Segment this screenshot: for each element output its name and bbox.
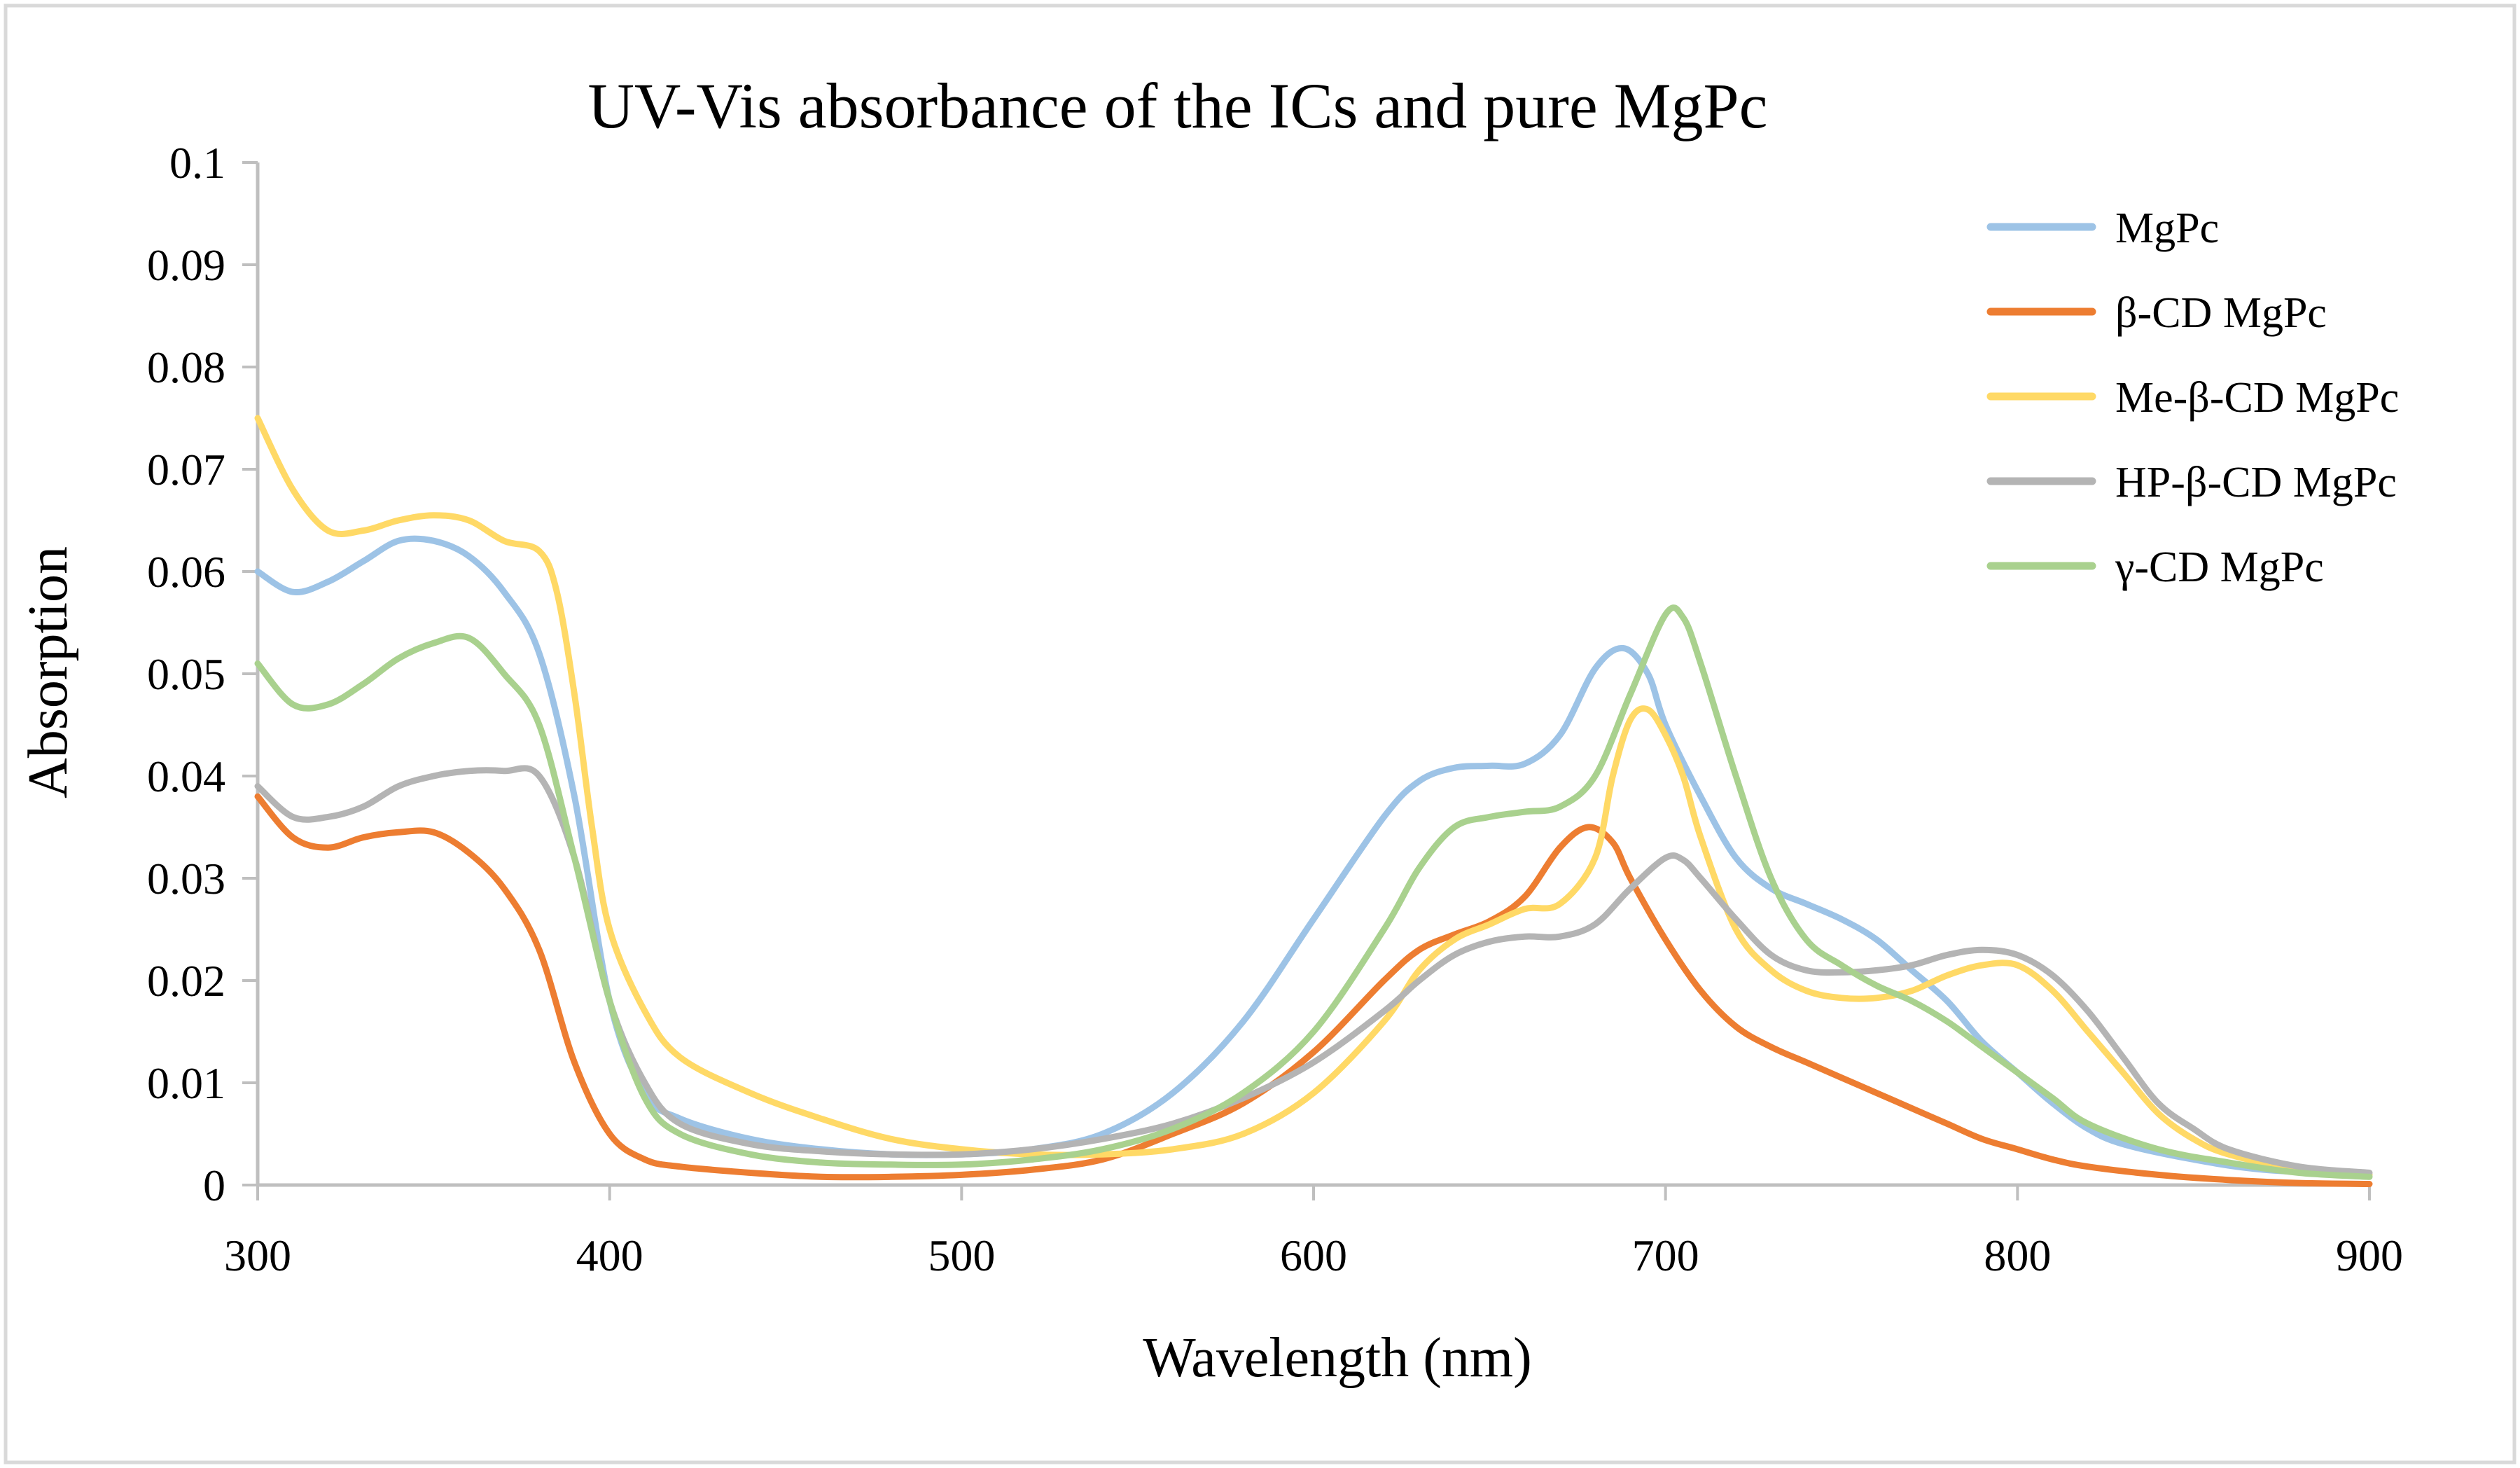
y-tick-label: 0.09 <box>147 240 225 290</box>
y-tick-label: 0.02 <box>147 956 225 1006</box>
y-axis-ticks: 0 0.01 0.02 0.03 0.04 0.05 0.06 0.07 0.08 0.09 0.1 <box>147 138 258 1210</box>
legend-label: Me-β-CD MgPc <box>2115 374 2399 422</box>
y-tick-label: 0.03 <box>147 854 225 903</box>
y-tick-label: 0.08 <box>147 342 225 392</box>
y-axis-title: Absorption <box>18 546 79 798</box>
chart-frame <box>4 4 2516 1464</box>
series-line-me-cd-mgpc <box>254 415 2373 1178</box>
y-tick-label: 0.07 <box>147 445 225 494</box>
y-tick-label: 0.05 <box>147 649 225 699</box>
legend-label: β-CD MgPc <box>2115 289 2327 337</box>
x-tick-label: 800 <box>1984 1231 2051 1280</box>
series-line-cd-mgpc <box>254 793 2373 1187</box>
legend-label: HP-β-CD MgPc <box>2115 459 2397 506</box>
chart-title: UV-Vis absorbance of the ICs and pure Mg… <box>587 70 1767 141</box>
x-tick-label: 500 <box>928 1231 995 1280</box>
x-tick-label: 700 <box>1632 1231 1699 1280</box>
series-lines <box>254 415 2373 1187</box>
y-tick-label: 0.1 <box>169 138 225 188</box>
plot-area: 0 0.01 0.02 0.03 0.04 0.05 0.06 0.07 0.08 0.09 0.1… <box>147 138 2403 1280</box>
series-line-cd-mgpc <box>254 604 2373 1180</box>
series-line-mgpc <box>254 535 2373 1178</box>
chart-legend: MgPc β-CD MgPc Me-β-CD MgPc HP-β-CD MgPc γ-C… <box>1986 205 2399 591</box>
legend-label: γ-CD MgPc <box>2115 543 2324 591</box>
x-tick-label: 400 <box>576 1231 643 1280</box>
y-tick-label: 0.01 <box>147 1058 225 1108</box>
x-tick-label: 900 <box>2336 1231 2403 1280</box>
legend-label: MgPc <box>2115 205 2219 252</box>
x-tick-label: 600 <box>1280 1231 1347 1280</box>
x-axis-ticks: 300 400 500 600 700 800 900 <box>224 1185 2403 1280</box>
x-axis-title: Wavelength (nm) <box>1143 1327 1532 1389</box>
y-tick-label: 0 <box>203 1161 225 1210</box>
y-tick-label: 0.04 <box>147 752 225 801</box>
y-tick-label: 0.06 <box>147 547 225 597</box>
x-tick-label: 300 <box>224 1231 291 1280</box>
